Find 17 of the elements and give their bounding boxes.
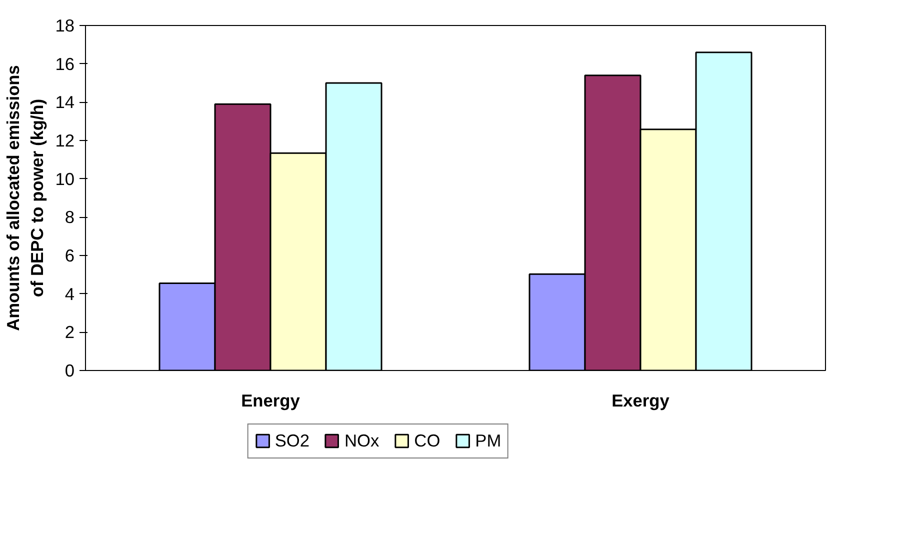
y-tick-label: 14 — [55, 92, 75, 112]
y-tick-label: 2 — [64, 322, 75, 342]
legend-label: CO — [414, 430, 440, 451]
y-tick-label: 0 — [64, 360, 75, 380]
x-tick-label: Energy — [241, 390, 300, 410]
y-tick-label: 18 — [55, 16, 75, 36]
y-tick-label: 12 — [55, 130, 75, 150]
y-tick-label: 4 — [64, 284, 75, 304]
x-tick-label: Exergy — [612, 390, 670, 410]
legend-label: PM — [475, 430, 502, 451]
y-tick-label: 16 — [55, 54, 75, 74]
legend-label: SO2 — [274, 430, 310, 451]
y-tick-label: 8 — [64, 207, 75, 228]
y-axis-title: Amounts of allocated emissions of DEPC to power (kg/h) — [3, 65, 48, 331]
legend-label: NOx — [344, 430, 380, 451]
y-tick-label: 6 — [64, 246, 75, 266]
y-tick-label: 10 — [55, 168, 75, 189]
